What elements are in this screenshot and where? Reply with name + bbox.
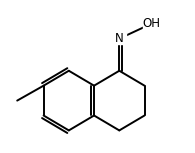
Bar xyxy=(143,18,160,30)
Bar xyxy=(112,33,126,44)
Text: N: N xyxy=(115,32,124,45)
Text: OH: OH xyxy=(142,17,160,30)
